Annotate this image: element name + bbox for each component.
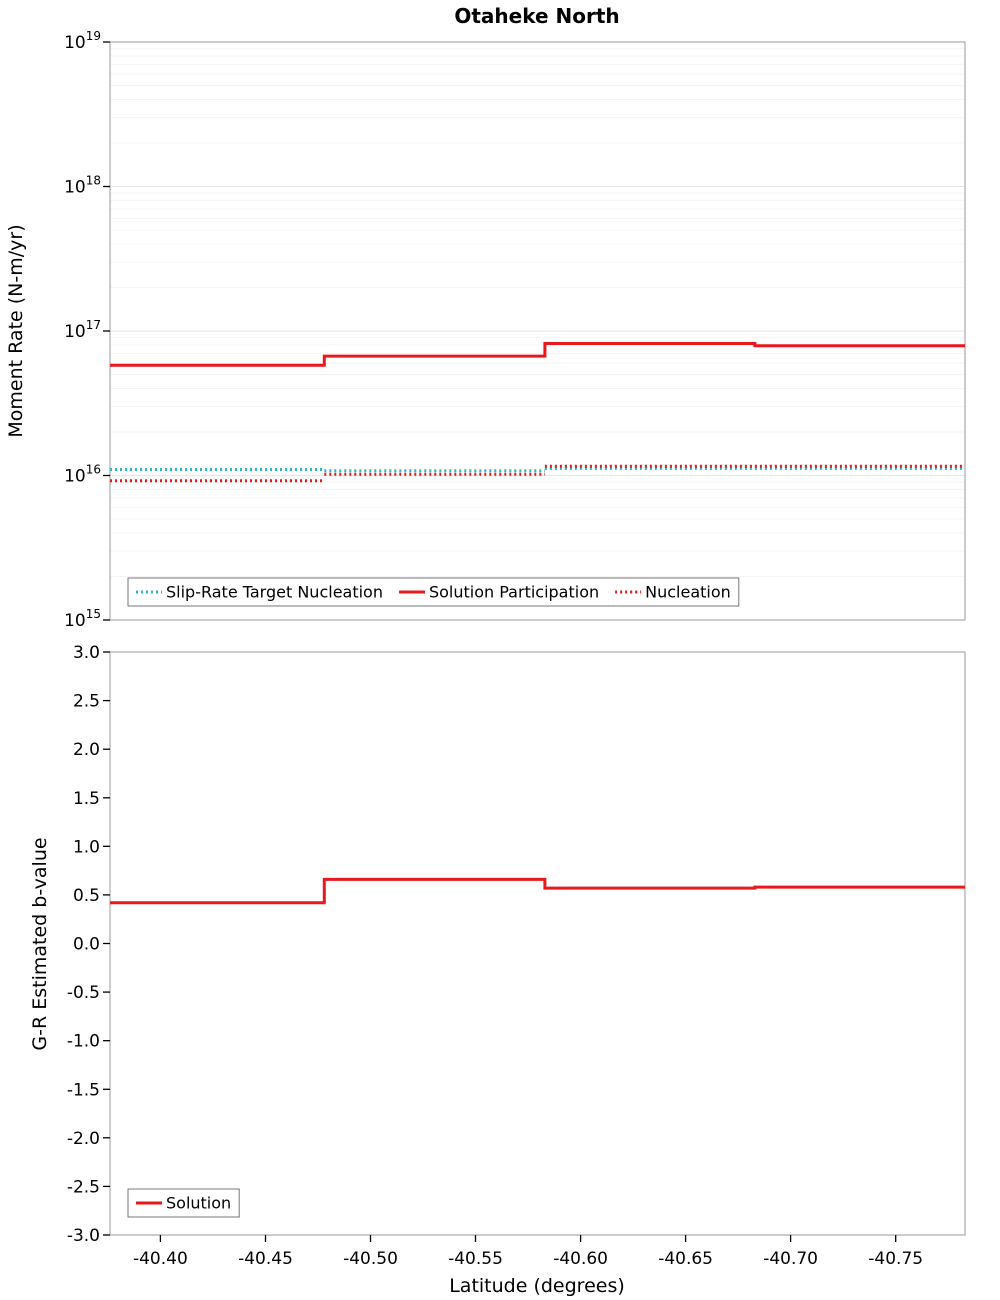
series-solution bbox=[110, 877, 965, 905]
y-tick-label: -1.5 bbox=[67, 1080, 100, 1100]
series-path bbox=[110, 342, 965, 367]
legend: Slip-Rate Target Nucleation Solution Part… bbox=[127, 577, 740, 607]
y-tick-label: 1018 bbox=[64, 174, 101, 198]
y-tick-label: -1.0 bbox=[67, 1032, 100, 1052]
y-tick-label: 1.0 bbox=[73, 837, 100, 857]
x-tick-label: -40.50 bbox=[343, 1249, 398, 1269]
y-tick-label: 0.0 bbox=[73, 935, 100, 955]
y-tick-label: 3.0 bbox=[73, 643, 100, 663]
x-tick-label: -40.40 bbox=[133, 1249, 188, 1269]
legend: Solution bbox=[127, 1188, 240, 1218]
legend-label-slip-rate-target-nucleation: Slip-Rate Target Nucleation bbox=[166, 583, 383, 602]
y-tick-label: -0.5 bbox=[67, 983, 100, 1003]
y-tick-label: 0.5 bbox=[73, 886, 100, 906]
y-tick-label: 1019 bbox=[64, 29, 101, 53]
y-tick-label: -2.0 bbox=[67, 1129, 100, 1149]
x-tick-label: -40.70 bbox=[763, 1249, 818, 1269]
legend-label-solution-participation: Solution Participation bbox=[429, 583, 599, 602]
chart-title: Otaheke North bbox=[454, 4, 619, 28]
x-tick-label: -40.75 bbox=[868, 1249, 923, 1269]
y-tick-label: 2.5 bbox=[73, 692, 100, 712]
y-tick-label: 1015 bbox=[64, 607, 101, 631]
x-tick-label: -40.65 bbox=[658, 1249, 713, 1269]
series-path bbox=[110, 877, 965, 905]
y-tick-label: 1016 bbox=[64, 463, 101, 487]
y-tick-label: 1.5 bbox=[73, 789, 100, 809]
y-axis: 3.0 2.5 2.0 1.5 1.0 0.5 0.0 -0.5 -1.0 -1.5 -2.0 -2.… bbox=[67, 643, 110, 1246]
series-slip-rate-target-nucleation bbox=[110, 466, 965, 473]
b-value-plot: 3.0 2.5 2.0 1.5 1.0 0.5 0.0 -0.5 -1.0 -1.5 -2.0 -2.… bbox=[67, 643, 966, 1269]
b-value-axis-label: G-R Estimated b-value bbox=[29, 837, 51, 1050]
y-tick-label: 1017 bbox=[64, 318, 101, 342]
gridlines bbox=[110, 48, 965, 577]
moment-rate-plot: 1019 1018 1017 1016 1015 Slip-Rate Target Nuc… bbox=[64, 29, 966, 631]
latitude-axis-label: Latitude (degrees) bbox=[449, 1275, 625, 1297]
y-axis: 1019 1018 1017 1016 1015 bbox=[64, 29, 110, 631]
plot-frame bbox=[109, 651, 966, 1236]
x-tick-label: -40.60 bbox=[553, 1249, 608, 1269]
legend-label-nucleation: Nucleation bbox=[645, 583, 731, 602]
legend-label-solution: Solution bbox=[166, 1194, 231, 1213]
x-tick-label: -40.45 bbox=[238, 1249, 293, 1269]
moment-rate-axis-label: Moment Rate (N-m/yr) bbox=[5, 224, 27, 437]
y-tick-label: -3.0 bbox=[67, 1226, 100, 1246]
series-solution-participation bbox=[110, 342, 965, 367]
y-tick-label: 2.0 bbox=[73, 740, 100, 760]
series-nucleation bbox=[110, 464, 965, 483]
x-tick-label: -40.55 bbox=[448, 1249, 503, 1269]
y-tick-label: -2.5 bbox=[67, 1177, 100, 1197]
x-axis: -40.40 -40.45 -40.50 -40.55 -40.60 -40.65 -40.… bbox=[133, 1235, 923, 1269]
